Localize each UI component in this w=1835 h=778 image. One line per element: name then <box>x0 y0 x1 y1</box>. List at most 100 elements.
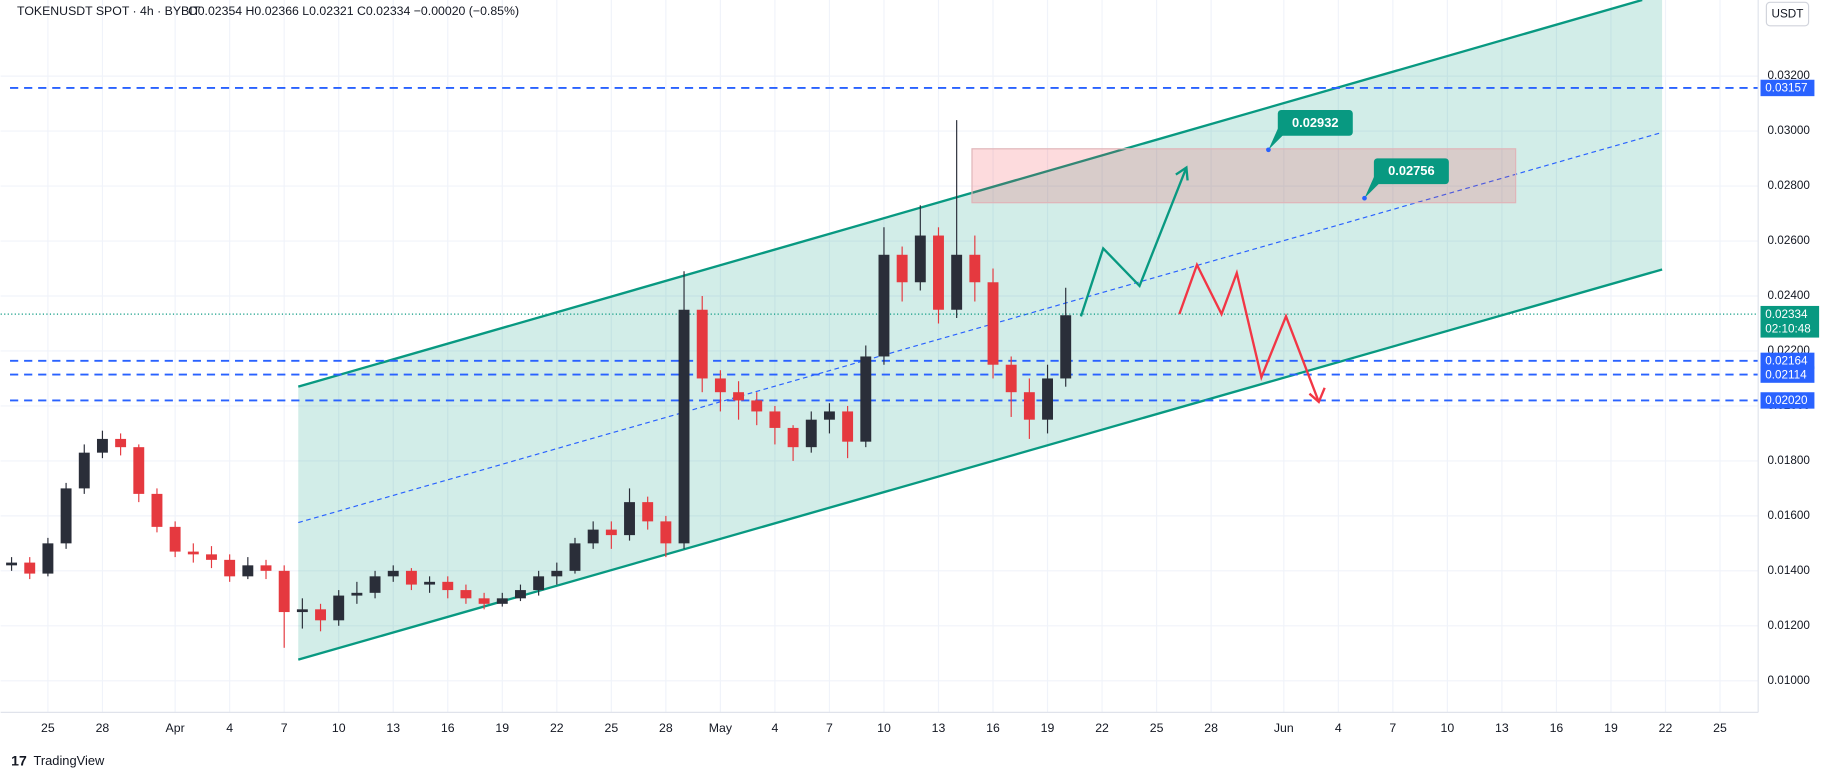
candle-body <box>260 565 272 571</box>
y-tick-label: 0.03000 <box>1768 124 1811 137</box>
candle-body <box>805 419 817 448</box>
x-tick-label: 16 <box>986 721 1000 735</box>
callout-label: 0.02932 <box>1292 115 1339 130</box>
x-tick-label: 28 <box>1204 721 1218 735</box>
candle-body <box>751 400 763 412</box>
x-tick-label: 10 <box>877 721 891 735</box>
x-tick-label: 4 <box>771 721 778 735</box>
y-tick-label: 0.01600 <box>1768 509 1811 522</box>
callout-box <box>1373 158 1449 185</box>
x-tick-label: 19 <box>495 721 509 735</box>
y-tick-label: 0.02600 <box>1768 234 1811 247</box>
candle-body <box>660 521 672 544</box>
candle-body <box>951 254 963 310</box>
x-tick-label: 25 <box>1150 721 1164 735</box>
candle-body <box>551 570 563 577</box>
x-tick-label: 28 <box>659 721 673 735</box>
candle-body <box>696 309 708 379</box>
x-tick-label: Jun <box>1274 721 1294 735</box>
candle-body <box>624 502 635 536</box>
callout-label: 0.02756 <box>1388 163 1435 178</box>
candle-body <box>315 609 326 621</box>
callout-box <box>1277 109 1353 136</box>
ohlc-header: O0.02354 H0.02366 L0.02321 C0.02334 −0.0… <box>188 4 519 18</box>
candle-body <box>351 592 363 596</box>
channel-midline <box>298 131 1663 524</box>
candle-body <box>133 447 145 494</box>
x-tick-label: 10 <box>1441 721 1455 735</box>
x-tick-label: 7 <box>281 721 288 735</box>
current-price-label: 0.02334 <box>1765 308 1808 321</box>
level-label: 0.02114 <box>1765 368 1807 381</box>
candle-body <box>296 609 308 613</box>
x-tick-label: 22 <box>550 721 564 735</box>
price-axis <box>1758 0 1835 778</box>
bear-projection <box>1178 261 1320 403</box>
candle-body <box>60 488 72 544</box>
candle-body <box>206 554 217 560</box>
logo-mark: 17 <box>11 752 27 768</box>
candle-body <box>78 452 90 489</box>
level-label-bg <box>1760 352 1815 370</box>
candle-body <box>969 254 981 283</box>
bear-arrowhead <box>1308 387 1326 404</box>
candle-body <box>96 438 108 453</box>
y-tick-label: 0.02400 <box>1768 289 1811 302</box>
candle-body <box>460 590 472 599</box>
x-tick-label: 7 <box>826 721 833 735</box>
currency: USDT <box>1772 8 1804 21</box>
y-tick-label: 0.02800 <box>1768 179 1811 192</box>
x-tick-label: 25 <box>1713 721 1727 735</box>
candle-body <box>1023 392 1035 420</box>
candle-body <box>878 254 890 357</box>
x-tick-label: 13 <box>1495 721 1509 735</box>
candle-body <box>587 529 599 544</box>
candle-body <box>787 427 799 448</box>
candle-body <box>933 235 944 310</box>
candle-body <box>278 570 290 613</box>
x-tick-label: 16 <box>1550 721 1564 735</box>
candle-body <box>442 581 454 591</box>
x-tick-label: 16 <box>441 721 455 735</box>
x-tick-label: 13 <box>932 721 946 735</box>
candle-body <box>405 570 417 585</box>
candle-body <box>496 598 508 604</box>
candle-body <box>714 378 726 393</box>
candle-body <box>605 529 617 536</box>
candle-body <box>224 559 236 577</box>
x-tick-label: 19 <box>1604 721 1618 735</box>
level-label-bg <box>1760 366 1815 383</box>
y-tick-label: 0.01800 <box>1768 454 1811 467</box>
candle-body <box>896 254 908 283</box>
currency-box[interactable] <box>1765 1 1810 27</box>
candle-body <box>860 356 872 442</box>
bull-projection <box>1079 167 1188 317</box>
candle-body <box>1042 378 1053 420</box>
candle-body <box>987 282 999 365</box>
grid <box>0 0 1759 713</box>
y-tick-label: 0.01000 <box>1768 674 1811 687</box>
level-label: 0.02020 <box>1765 394 1808 407</box>
candle-body <box>169 526 181 552</box>
axes: 25 28 Apr 4 7 10 13 16 19 22 25 28 May 4 7 10 13 16 19 22 25… <box>41 69 1820 735</box>
y-tick-label: 0.01400 <box>1768 564 1811 577</box>
candle-body <box>678 309 690 544</box>
candle-body <box>733 392 745 401</box>
watermark: TradingView <box>33 753 105 768</box>
candle-body <box>1060 315 1072 379</box>
candle-body <box>242 565 254 577</box>
x-tick-label: 25 <box>604 721 618 735</box>
bull-arrowhead <box>1175 165 1189 181</box>
callouts: 0.02932 0.02756 <box>1266 109 1449 201</box>
candles <box>6 120 1072 648</box>
candle-body <box>24 562 36 574</box>
candle-body <box>533 576 545 591</box>
x-tick-label: 10 <box>332 721 346 735</box>
candle-body <box>42 543 54 574</box>
callout-anchor <box>1362 195 1367 201</box>
x-tick-label: 22 <box>1095 721 1109 735</box>
level-label: 0.03157 <box>1765 82 1807 95</box>
channel-fill <box>298 0 1663 660</box>
